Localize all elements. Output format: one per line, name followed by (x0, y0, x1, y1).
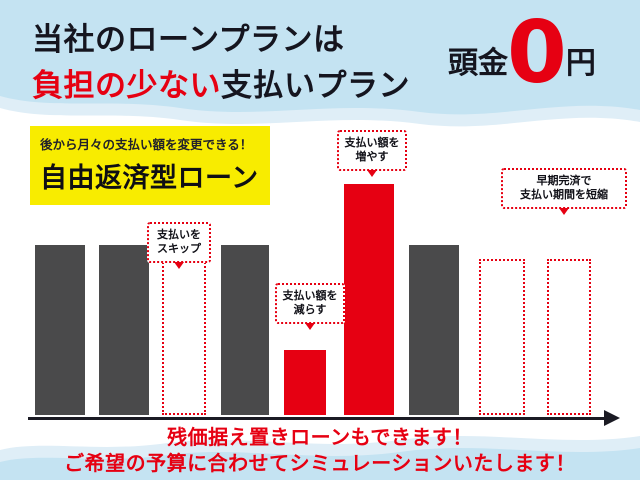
annotation-line: 支払い額を (344, 136, 400, 149)
headline-emphasis: 負担の少ない (32, 68, 221, 104)
annotation-line: スキップ (157, 242, 201, 256)
payment-bar-8-outline-red (479, 259, 525, 415)
plan-caption: 後から月々の支払い額を変更できる！ (40, 137, 253, 152)
down-payment-badge: 頭金 0 円 (448, 3, 596, 103)
bar-chart (35, 184, 591, 415)
down-payment-suffix: 円 (565, 45, 596, 81)
headline-rest: 支払いプラン (221, 68, 410, 104)
payment-bar-9-outline-red (547, 259, 591, 415)
footer-note-1: 残価据え置きローンもできます！ (167, 425, 473, 449)
timeline-arrowhead-icon (604, 410, 620, 426)
payment-bar-6-solid-red (344, 184, 394, 415)
annotation-line: 増やす (355, 150, 389, 164)
payment-bar-1-solid-gray (35, 245, 85, 415)
annotation-line: 減らす (293, 303, 327, 317)
annotation-reduce-payment: 支払い額を 減らす (275, 283, 345, 330)
annotation-line: 支払いを (157, 228, 201, 241)
annotation-line: 支払い期間を短縮 (520, 188, 608, 202)
headline-line2: 負担の少ない支払いプラン (32, 60, 410, 105)
payment-bar-7-solid-gray (409, 245, 459, 415)
payment-bar-5-solid-red (284, 350, 326, 415)
annotation-line: 支払い額を (282, 289, 338, 302)
annotation-line: 早期完済で (536, 174, 592, 187)
payment-bar-2-solid-gray (99, 245, 149, 415)
plan-title: 自由返済型ローン (40, 163, 259, 194)
down-payment-prefix: 頭金 (448, 45, 508, 81)
down-payment-amount: 0 (507, 3, 567, 103)
payment-bar-4-solid-gray (221, 245, 269, 415)
timeline-axis (28, 417, 606, 420)
headline-line1: 当社のローンプランは (32, 22, 345, 58)
annotation-increase-payment: 支払い額を 増やす (337, 130, 407, 177)
annotation-skip-payment: 支払いを スキップ (147, 222, 211, 269)
payment-bar-3-outline-red (162, 259, 206, 415)
footer-note-2: ご希望の予算に合わせてシミュレーションいたします！ (64, 451, 576, 475)
annotation-early-payoff: 早期完済で 支払い期間を短縮 (501, 168, 627, 215)
plan-box: 後から月々の支払い額を変更できる！ 自由返済型ローン (30, 126, 270, 205)
